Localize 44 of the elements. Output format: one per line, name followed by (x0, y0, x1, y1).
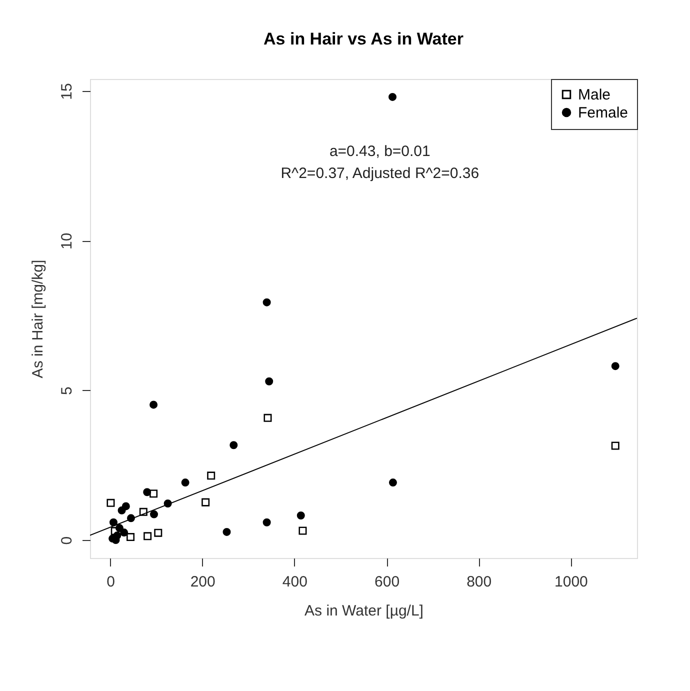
legend-label: Male (578, 86, 611, 104)
point (611, 442, 620, 450)
x-tick-label: 1000 (554, 574, 588, 590)
legend-label: Female (578, 104, 628, 122)
point (265, 377, 274, 386)
y-axis-title: As in Hair [mg/kg] (30, 260, 46, 378)
point (143, 488, 152, 496)
chart-title: As in Hair vs As in Water (264, 30, 464, 48)
point (144, 532, 152, 540)
y-tick-label: 15 (58, 83, 76, 100)
point (264, 414, 272, 422)
x-tick-label: 600 (374, 574, 400, 590)
point (296, 511, 305, 520)
point (150, 400, 158, 409)
annotation: R^2=0.37, Adjusted R^2=0.36 (280, 165, 480, 182)
point (298, 526, 307, 535)
point (154, 528, 162, 537)
y-tick-label: 5 (58, 386, 76, 396)
x-tick-label: 0 (106, 574, 115, 590)
y-tick-label: 0 (58, 536, 76, 545)
point (106, 498, 115, 507)
point (222, 528, 231, 536)
point (120, 528, 128, 537)
point (181, 478, 190, 487)
point (118, 506, 126, 514)
annotation: a=0.43, b=0.01 (329, 143, 430, 160)
point (126, 533, 135, 542)
point (388, 478, 397, 487)
x-tick-label: 200 (190, 574, 216, 590)
point (611, 362, 620, 370)
point (109, 518, 118, 526)
point (150, 510, 158, 518)
point (230, 441, 238, 450)
point (202, 498, 210, 506)
point (262, 298, 271, 306)
point (150, 490, 158, 498)
x-axis-title: As in Water [µg/L] (304, 602, 424, 620)
point (262, 518, 271, 526)
point (388, 92, 397, 101)
point (115, 524, 124, 532)
x-tick-label: 800 (466, 574, 492, 590)
x-tick-label: 400 (282, 574, 308, 590)
y-tick-label: 10 (58, 232, 76, 250)
point (207, 472, 216, 480)
